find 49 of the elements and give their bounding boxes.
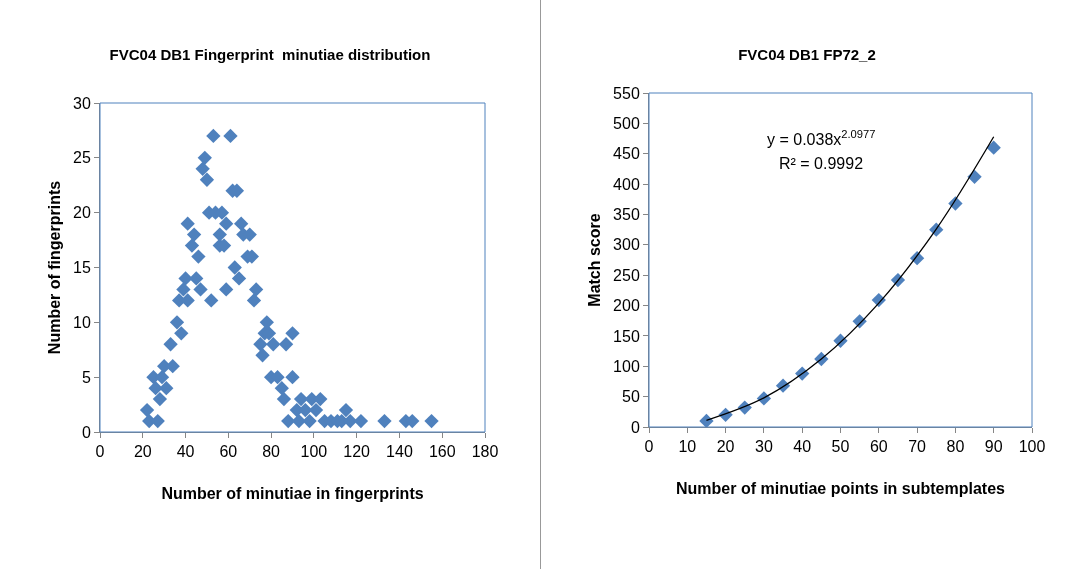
x-tick-label: 20 — [133, 443, 152, 461]
y-tick-label: 0 — [81, 423, 91, 441]
x-tick-label: 180 — [471, 443, 499, 461]
x-tick-label: 40 — [176, 443, 195, 461]
x-tick-label: 0 — [95, 443, 105, 461]
y-tick-label: 400 — [613, 175, 640, 193]
x-tick-label: 60 — [219, 443, 238, 461]
x-tick-label: 120 — [343, 443, 371, 461]
y-tick-label: 150 — [613, 327, 640, 345]
y-axis-title: Match score — [586, 213, 603, 307]
point — [986, 140, 1001, 155]
x-tick-label: 0 — [644, 438, 654, 456]
y-tick-label: 350 — [613, 206, 640, 224]
annotation: y = 0.038x$^{2.0977}$ — [767, 128, 876, 148]
x-tick-label: 80 — [946, 438, 965, 456]
y-tick-label: 25 — [73, 149, 91, 167]
x-tick-label: 100 — [1018, 438, 1046, 456]
y-tick-label: 500 — [613, 114, 640, 132]
x-tick-label: 60 — [869, 438, 888, 456]
y-tick-label: 250 — [613, 266, 640, 284]
x-axis-title: Number of minutiae points in subtemplates — [676, 479, 1006, 497]
x-tick-label: 50 — [831, 438, 850, 456]
chart-title: FVC04 DB1 FP72_2 — [738, 46, 876, 64]
x-tick-label: 80 — [262, 443, 281, 461]
y-tick-label: 450 — [613, 145, 640, 163]
y-tick-label: 200 — [613, 297, 640, 315]
x-tick-label: 30 — [755, 438, 773, 456]
x-tick-label: 140 — [386, 443, 413, 461]
y-tick-label: 30 — [73, 94, 91, 112]
y-tick-label: 300 — [613, 236, 640, 254]
y-tick-label: 20 — [73, 204, 91, 222]
annotation: R² = 0.9992 — [779, 155, 864, 172]
y-tick-label: 100 — [613, 357, 640, 375]
y-tick-label: 5 — [81, 368, 91, 386]
y-tick-label: 50 — [622, 388, 640, 406]
x-tick-label: 90 — [984, 438, 1003, 456]
x-axis-title: Number of minutiae in fingerprints — [161, 484, 424, 502]
y-tick-label: 0 — [630, 418, 640, 436]
y-tick-label: 10 — [73, 313, 91, 331]
x-tick-label: 100 — [300, 443, 328, 461]
x-tick-label: 10 — [678, 438, 697, 456]
y-tick-label: 550 — [613, 84, 640, 102]
x-tick-label: 160 — [428, 443, 456, 461]
x-tick-label: 20 — [716, 438, 735, 456]
chart-title: FVC04 DB1 Fingerprint minutiae distribution — [109, 46, 431, 64]
x-tick-label: 70 — [908, 438, 927, 456]
y-axis-title: Number of fingerprints — [45, 180, 63, 355]
y-tick-label: 15 — [73, 259, 91, 277]
x-tick-label: 40 — [793, 438, 812, 456]
